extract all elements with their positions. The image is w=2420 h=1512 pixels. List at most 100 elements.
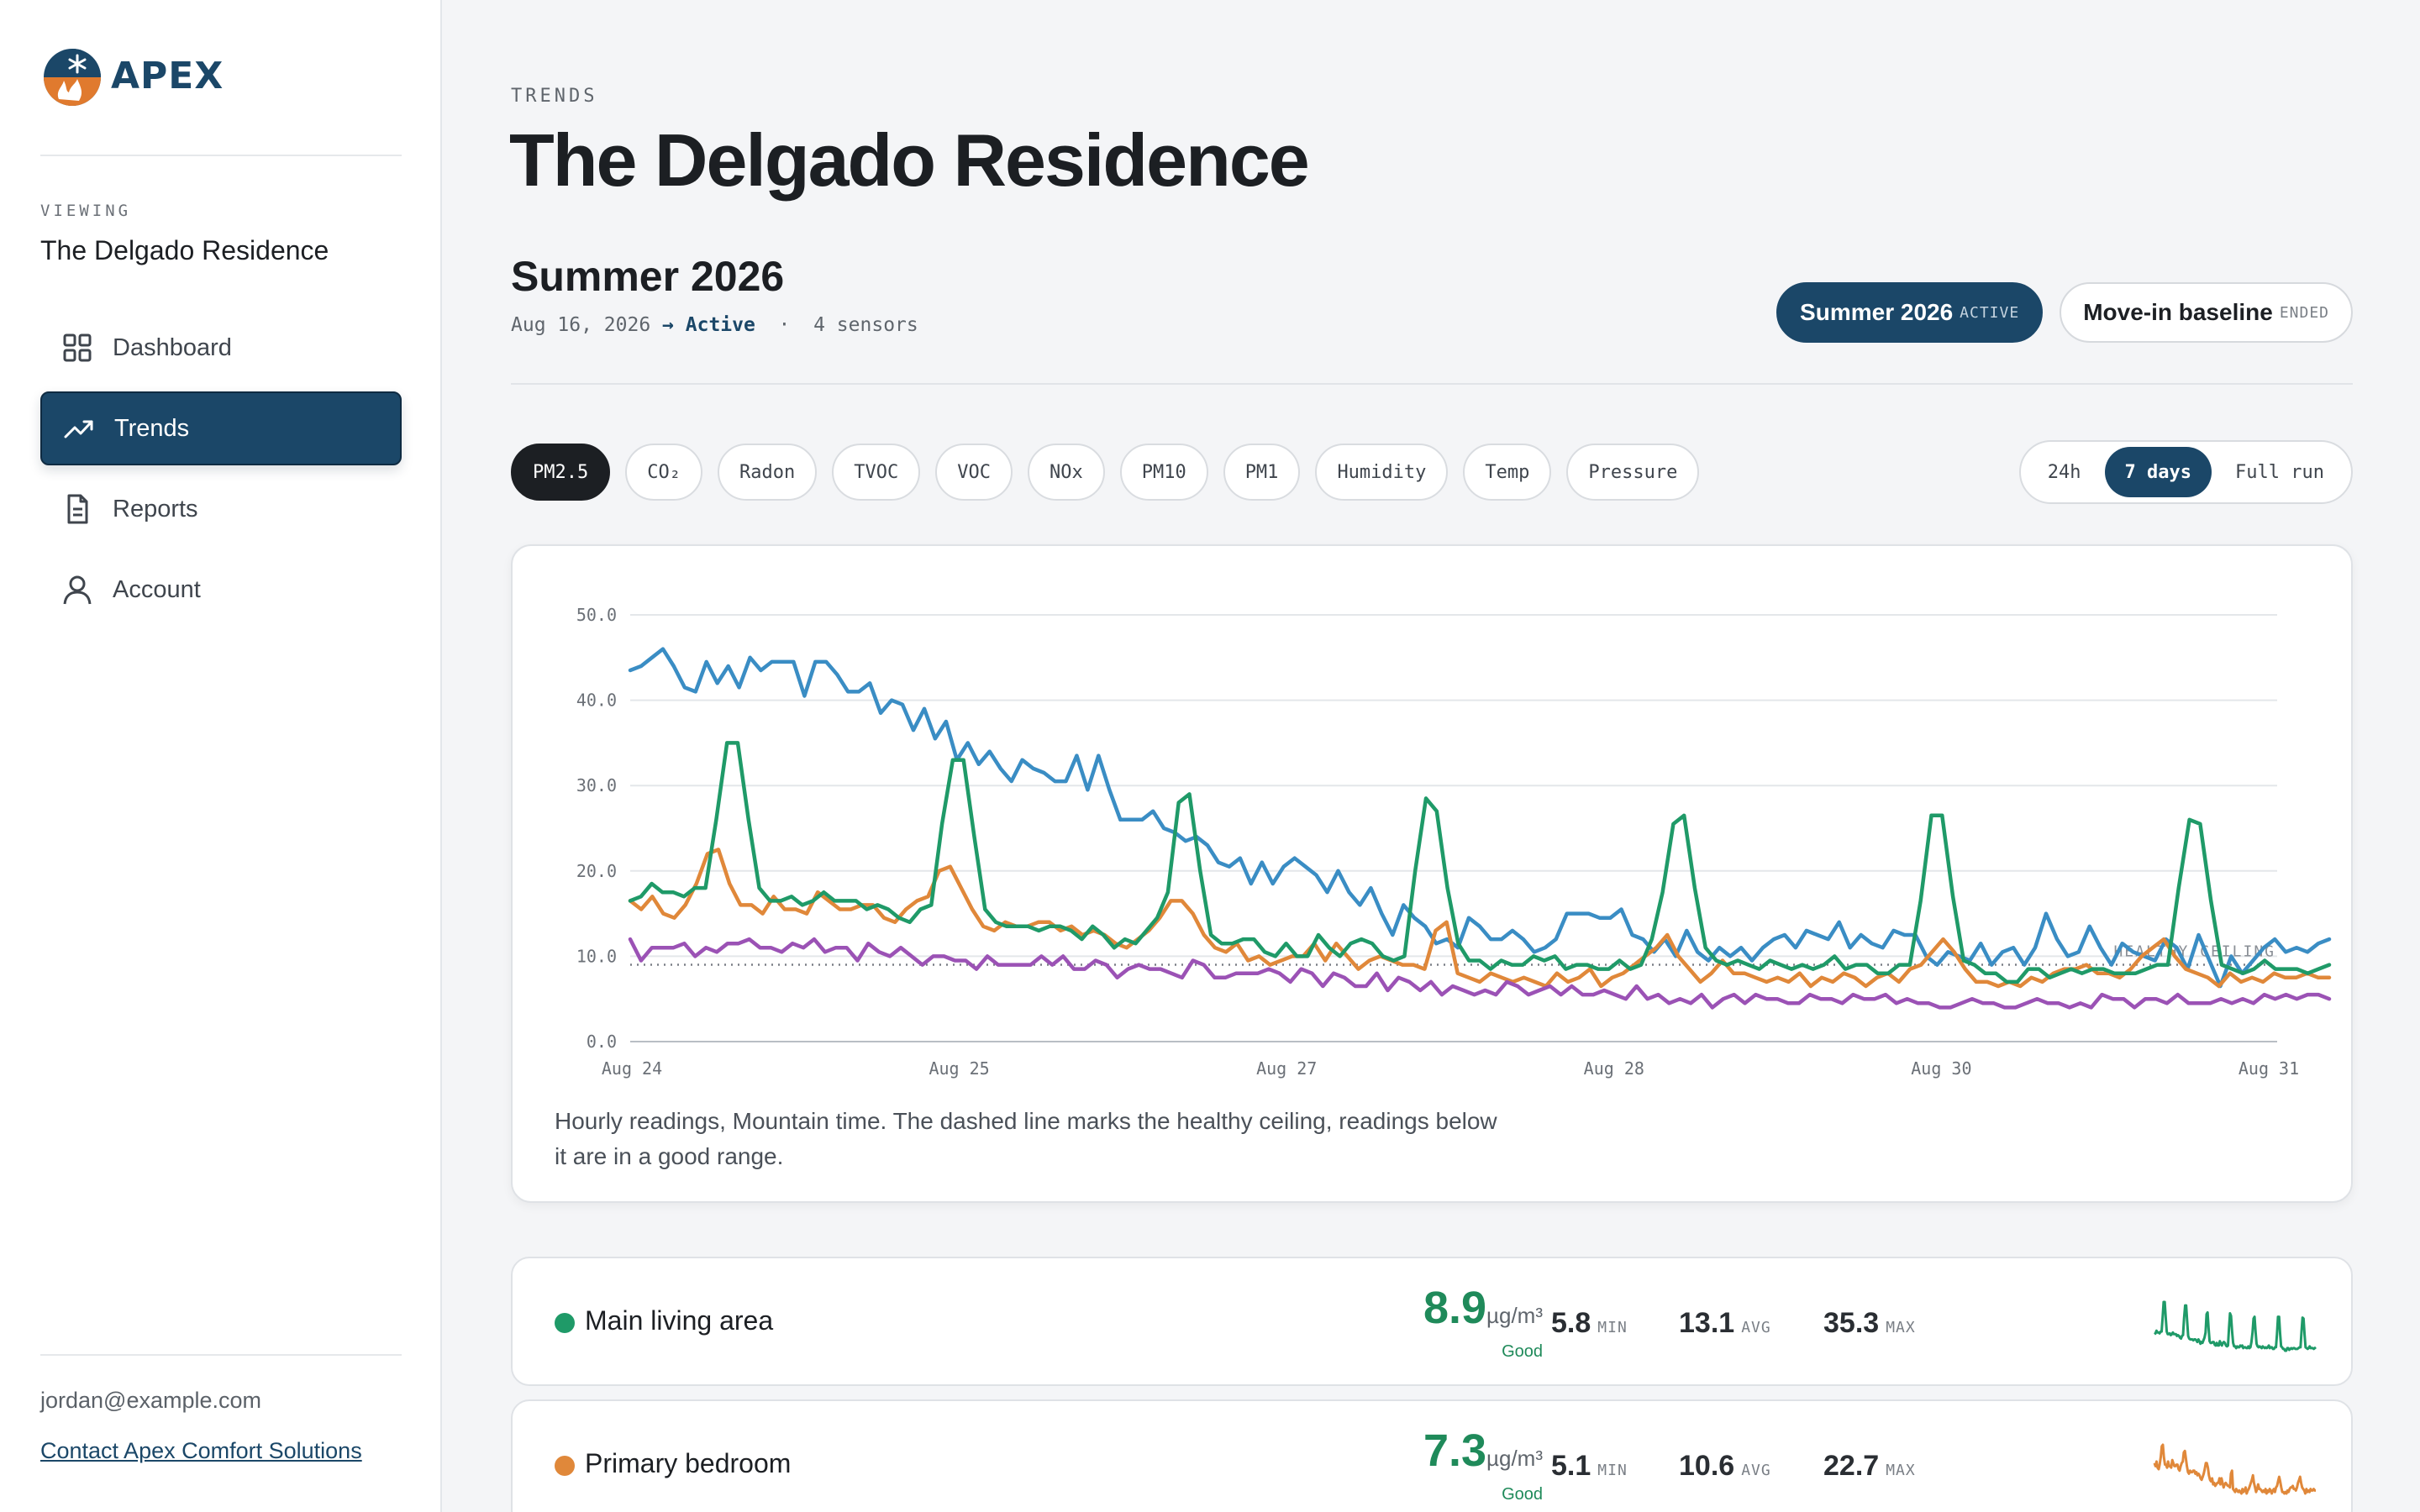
range-full-run[interactable]: Full run: [2235, 461, 2324, 483]
sensor-max-value: 22.7: [1823, 1450, 1880, 1482]
sensor-unit: µg/m³: [1486, 1303, 1543, 1328]
brand-logo[interactable]: APEX: [40, 40, 224, 111]
sensor-name: Primary bedroom: [585, 1448, 792, 1478]
y-tick-label: 50.0: [576, 605, 617, 625]
series-line: [628, 937, 2332, 1010]
trend-chart-card: 0.0 10.0 20.0 30.0 40.0 50.0 Aug 24 Aug 25 Aug 2…: [511, 544, 2353, 1203]
sparkline-path: [2153, 1443, 2317, 1495]
apex-logo-icon: [44, 49, 101, 106]
season-separator: ·: [778, 314, 791, 336]
metric-pressure[interactable]: Pressure: [1566, 444, 1700, 501]
metric-tvoc[interactable]: TVOC: [832, 444, 921, 501]
season-pill-summer-2026[interactable]: Summer 2026 ACTIVE: [1776, 282, 2044, 343]
season-pill-label: Move-in baseline: [2083, 299, 2273, 325]
x-tick-label: Aug 27: [1256, 1058, 1317, 1079]
metric-selector: PM2.5 CO₂ Radon TVOC VOC NOx PM10 PM1 Hu…: [511, 444, 1700, 501]
nav-label-reports: Reports: [113, 495, 198, 522]
season-pill-tag: ACTIVE: [1960, 303, 2020, 322]
sensor-avg: 13.1 AVG: [1679, 1307, 1771, 1340]
sensor-current-reading: 7.3µg/m³: [1375, 1425, 1543, 1477]
sidebar-footer-divider: [40, 1354, 402, 1356]
sparkline-path: [2154, 1300, 2317, 1352]
document-icon: [67, 494, 88, 524]
nav-item-dashboard[interactable]: Dashboard: [40, 311, 402, 385]
season-start: Aug 16, 2026: [511, 314, 651, 336]
metric-radon[interactable]: Radon: [717, 444, 818, 501]
sidebar: APEX VIEWING The Delgado Residence Dashb…: [0, 0, 442, 1512]
sensor-status: Good: [1502, 1342, 1543, 1361]
sensor-name: Main living area: [585, 1305, 774, 1336]
sensor-color-dot: [555, 1313, 575, 1333]
sensor-min: 5.1 MIN: [1551, 1450, 1628, 1483]
sensor-sparkline: [2153, 1443, 2317, 1495]
grid-icon: [63, 333, 92, 362]
range-24h[interactable]: 24h: [2047, 461, 2081, 483]
nav-label-account: Account: [113, 575, 201, 603]
series-line: [628, 647, 2332, 989]
user-icon: [63, 575, 92, 605]
page-title: The Delgado Residence: [509, 118, 1310, 202]
sensor-min-value: 5.1: [1551, 1450, 1591, 1482]
sidebar-divider: [40, 155, 402, 156]
nav-item-trends[interactable]: Trends: [40, 391, 402, 465]
sensor-min: 5.8 MIN: [1551, 1307, 1628, 1340]
nav-label-trends: Trends: [114, 414, 190, 442]
series-line: [628, 848, 2332, 989]
viewing-name: The Delgado Residence: [40, 235, 329, 265]
sensor-min-label: MIN: [1597, 1319, 1628, 1336]
sensor-avg: 10.6 AVG: [1679, 1450, 1771, 1483]
sensor-min-value: 5.8: [1551, 1307, 1591, 1339]
metric-nox[interactable]: NOx: [1027, 444, 1105, 501]
sensor-max-label: MAX: [1886, 1462, 1916, 1479]
sensor-avg-label: AVG: [1741, 1462, 1771, 1479]
sensor-max-label: MAX: [1886, 1319, 1916, 1336]
y-tick-label: 20.0: [576, 861, 617, 881]
trend-chart[interactable]: 0.0 10.0 20.0 30.0 40.0 50.0 Aug 24 Aug 25 Aug 2…: [513, 546, 2354, 1100]
metric-pm1[interactable]: PM1: [1223, 444, 1301, 501]
sensor-current-reading: 8.9µg/m³: [1375, 1282, 1543, 1334]
x-tick-label: Aug 24: [602, 1058, 662, 1079]
sensor-max: 35.3 MAX: [1823, 1307, 1916, 1340]
metric-temp[interactable]: Temp: [1463, 444, 1552, 501]
sensor-current-value: 7.3: [1423, 1425, 1487, 1476]
brand-name: APEX: [111, 54, 224, 97]
sensor-status: Good: [1502, 1485, 1543, 1504]
y-tick-label: 10.0: [576, 946, 617, 966]
x-tick-label: Aug 25: [929, 1058, 989, 1079]
nav-item-reports[interactable]: Reports: [40, 472, 402, 546]
chart-caption: Hourly readings, Mountain time. The dash…: [555, 1108, 1497, 1169]
sensor-max: 22.7 MAX: [1823, 1450, 1916, 1483]
series-line: [628, 741, 2332, 984]
metric-humidity[interactable]: Humidity: [1315, 444, 1449, 501]
season-meta: Aug 16, 2026 → Active · 4 sensors: [511, 314, 918, 336]
season-pill-move-in-baseline[interactable]: Move-in baseline ENDED: [2060, 282, 2353, 343]
metric-pm10[interactable]: PM10: [1119, 444, 1208, 501]
metric-pm25[interactable]: PM2.5: [511, 444, 611, 501]
sensor-avg-label: AVG: [1741, 1319, 1771, 1336]
season-status: Active: [685, 314, 755, 336]
y-tick-label: 0.0: [587, 1032, 617, 1052]
y-tick-label: 30.0: [576, 775, 617, 795]
season-selector: Summer 2026 ACTIVE Move-in baseline ENDE…: [1776, 282, 2353, 343]
sensor-row[interactable]: Main living area 8.9µg/m³ Good 5.8 MIN 13…: [511, 1257, 2353, 1386]
sensor-avg-value: 10.6: [1679, 1450, 1735, 1482]
page-eyebrow: TRENDS: [511, 86, 598, 107]
nav-label-dashboard: Dashboard: [113, 333, 232, 361]
sensor-row[interactable]: Primary bedroom 7.3µg/m³ Good 5.1 MIN 10.…: [511, 1399, 2353, 1512]
range-selector: 24h 7 days Full run: [2018, 440, 2353, 504]
sensor-min-label: MIN: [1597, 1462, 1628, 1479]
user-email: jordan@example.com: [40, 1388, 262, 1413]
x-tick-label: Aug 30: [1911, 1058, 1971, 1079]
trend-icon: [64, 420, 93, 438]
sensor-unit: µg/m³: [1486, 1446, 1543, 1471]
metric-co2[interactable]: CO₂: [625, 444, 702, 501]
sidebar-nav: Dashboard Trends Reports Account: [40, 311, 402, 633]
season-sensors: 4 sensors: [813, 314, 918, 336]
contact-link[interactable]: Contact Apex Comfort Solutions: [40, 1438, 362, 1463]
x-tick-label: Aug 28: [1584, 1058, 1644, 1079]
sensor-sparkline: [2154, 1300, 2317, 1352]
metric-voc[interactable]: VOC: [935, 444, 1013, 501]
season-pill-tag: ENDED: [2279, 303, 2329, 322]
range-7-days[interactable]: 7 days: [2104, 447, 2212, 497]
nav-item-account[interactable]: Account: [40, 553, 402, 627]
